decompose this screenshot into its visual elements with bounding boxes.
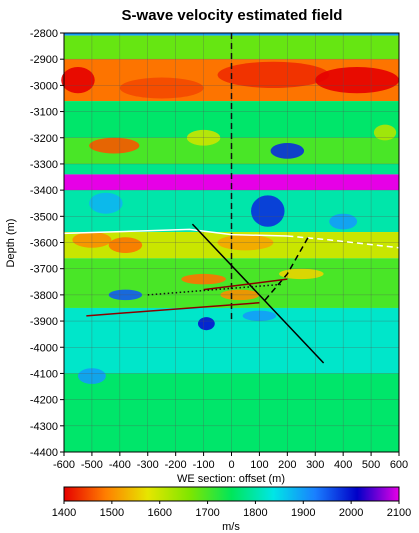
overlay-lines xyxy=(63,33,400,364)
y-tick-label: -3900 xyxy=(30,316,58,328)
y-tick-label: -3200 xyxy=(30,133,58,145)
velocity-anomaly xyxy=(61,67,95,94)
y-tick-label: -4400 xyxy=(30,447,58,459)
colorbar-label: m/s xyxy=(222,521,240,533)
velocity-anomaly xyxy=(217,61,330,88)
colorbar-tick-label: 1600 xyxy=(147,507,171,519)
overlay-line xyxy=(86,301,260,317)
overlay-line xyxy=(147,283,282,296)
x-tick-label: -400 xyxy=(109,459,131,471)
colorbar-tick-label: 1400 xyxy=(52,507,76,519)
colorbar-tick-label: 1800 xyxy=(243,507,267,519)
overlay-line xyxy=(191,223,325,364)
x-tick-label: 200 xyxy=(278,459,296,471)
x-tick-label: 500 xyxy=(362,459,380,471)
y-tick-label: -3500 xyxy=(30,211,58,223)
colorbar-tick-label: 1900 xyxy=(291,507,315,519)
velocity-anomaly xyxy=(198,317,215,331)
overlay-line xyxy=(203,278,288,291)
x-tick-label: -600 xyxy=(53,459,75,471)
x-tick-label: 400 xyxy=(334,459,352,471)
chart-title: S-wave velocity estimated field xyxy=(122,7,343,24)
y-tick-label: -2800 xyxy=(30,28,58,40)
x-tick-label: 100 xyxy=(250,459,268,471)
y-tick-label: -4200 xyxy=(30,395,58,407)
y-axis-label: Depth (m) xyxy=(5,219,17,268)
colorbar: 1400 1500 1600 1700 1800 1900 2000 2100 m/s xyxy=(52,486,411,533)
colorbar-tick-label: 2100 xyxy=(387,507,411,519)
overlay-line xyxy=(287,235,400,249)
y-tick-label: -4100 xyxy=(30,368,58,380)
overlay-line xyxy=(63,228,288,237)
velocity-anomaly xyxy=(89,137,140,154)
velocity-anomaly xyxy=(278,268,324,280)
x-tick-label: -200 xyxy=(165,459,187,471)
y-tick-label: -3600 xyxy=(30,238,58,250)
velocity-anomaly xyxy=(315,67,399,94)
x-axis-ticks: -600 -500 -400 -300 -200 -100 0 100 200 300 400 500… xyxy=(53,452,408,471)
x-tick-label: 600 xyxy=(390,459,408,471)
y-tick-label: -4300 xyxy=(30,421,58,433)
colorbar-ticks: 1400 1500 1600 1700 1800 1900 2000 2100 xyxy=(52,501,411,519)
y-tick-label: -3800 xyxy=(30,290,58,302)
velocity-anomaly xyxy=(251,195,285,227)
velocity-anomaly xyxy=(373,124,397,141)
colorbar-gradient xyxy=(63,486,400,502)
velocity-anomaly xyxy=(89,192,123,214)
x-tick-label: -300 xyxy=(137,459,159,471)
y-tick-label: -3700 xyxy=(30,264,58,276)
velocity-anomaly xyxy=(108,237,143,253)
x-tick-label: 300 xyxy=(306,459,324,471)
heatmap-plot-area xyxy=(61,32,400,453)
x-tick-label: -500 xyxy=(81,459,103,471)
colorbar-tick-label: 1700 xyxy=(195,507,219,519)
y-tick-label: -3300 xyxy=(30,159,58,171)
x-tick-label: 0 xyxy=(228,459,234,471)
x-tick-label: -100 xyxy=(193,459,215,471)
x-axis-label: WE section: offset (m) xyxy=(177,473,285,485)
colorbar-tick-label: 2000 xyxy=(339,507,363,519)
y-tick-label: -3100 xyxy=(30,107,58,119)
velocity-anomaly xyxy=(119,77,204,99)
colorbar-tick-label: 1500 xyxy=(100,507,124,519)
y-tick-label: -2900 xyxy=(30,54,58,66)
overlay-line xyxy=(264,234,311,301)
y-tick-label: -4000 xyxy=(30,342,58,354)
y-tick-label: -3000 xyxy=(30,80,58,92)
y-axis-ticks: -2800 -2900 -3000 -3100 -3200 -3300 -3400 -3500… xyxy=(30,28,64,459)
y-tick-label: -3400 xyxy=(30,185,58,197)
